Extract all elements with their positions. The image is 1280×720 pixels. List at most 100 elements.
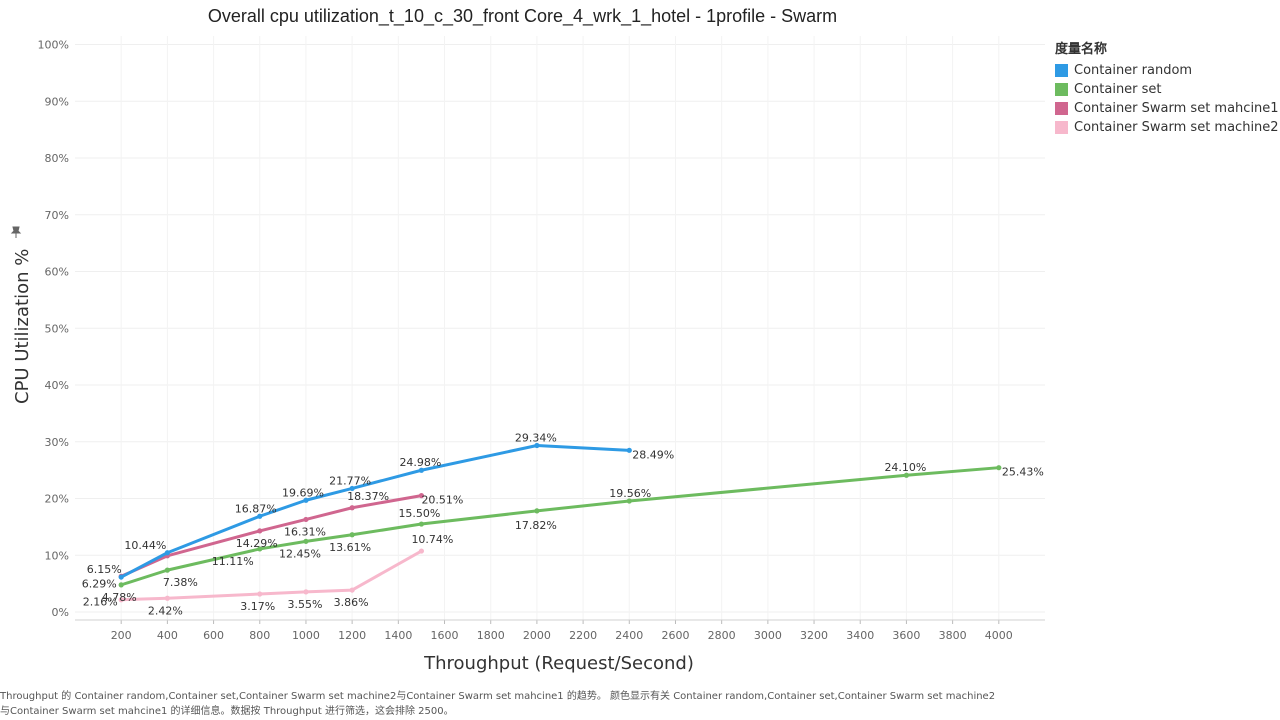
data-point[interactable] — [418, 521, 425, 527]
series-line — [119, 494, 423, 578]
data-label: 21.77% — [329, 474, 371, 487]
data-point[interactable] — [303, 589, 309, 595]
x-tick-label: 600 — [203, 629, 224, 642]
y-tick-label: 10% — [45, 549, 69, 562]
data-point[interactable] — [303, 516, 309, 523]
legend-swatch — [1055, 64, 1068, 77]
x-tick-label: 800 — [249, 629, 270, 642]
data-label: 12.45% — [279, 547, 321, 560]
data-point[interactable] — [903, 472, 910, 478]
y-tick-label: 20% — [45, 493, 69, 506]
y-tick-label: 0% — [52, 606, 69, 619]
data-point[interactable] — [534, 508, 540, 514]
data-label: 29.34% — [515, 431, 557, 444]
y-tick-label: 50% — [45, 322, 69, 335]
data-label: 25.43% — [1002, 466, 1044, 479]
data-point[interactable] — [418, 467, 425, 473]
data-point[interactable] — [349, 485, 355, 492]
y-axis-title: CPU Utilization % — [12, 249, 33, 404]
data-label: 24.98% — [399, 456, 441, 469]
x-tick-label: 3200 — [800, 629, 828, 642]
data-point[interactable] — [349, 505, 355, 511]
data-label: 2.42% — [148, 604, 183, 617]
y-tick-label: 70% — [45, 209, 69, 222]
data-point[interactable] — [418, 493, 425, 499]
x-tick-label: 2800 — [708, 629, 736, 642]
data-label: 19.56% — [609, 487, 651, 500]
x-tick-label: 1600 — [431, 629, 459, 642]
y-tick-label: 30% — [45, 436, 69, 449]
data-label: 6.29% — [82, 577, 117, 590]
data-label: 24.10% — [884, 461, 926, 474]
data-label: 4.78% — [102, 591, 137, 604]
data-label: 11.11% — [212, 555, 254, 568]
legend-item-container-random[interactable]: Container random — [1055, 61, 1277, 80]
data-label: 18.37% — [347, 490, 389, 503]
data-label: 16.31% — [284, 525, 326, 538]
legend-swatch — [1055, 102, 1068, 115]
x-axis-title: Throughput (Request/Second) — [423, 653, 694, 674]
series-line — [119, 443, 631, 579]
data-label: 20.51% — [421, 494, 463, 507]
series-line — [119, 466, 1001, 587]
data-point[interactable] — [164, 567, 170, 573]
x-tick-label: 2200 — [569, 629, 597, 642]
data-point[interactable] — [164, 595, 170, 601]
data-point[interactable] — [534, 442, 540, 449]
grid-lines — [75, 36, 1045, 620]
legend-item-container-set[interactable]: Container set — [1055, 80, 1277, 99]
series-container-set — [118, 465, 1002, 588]
x-tick-label: 3600 — [892, 629, 920, 642]
series-line — [119, 549, 423, 602]
data-point[interactable] — [164, 550, 170, 556]
data-label: 28.49% — [632, 448, 674, 461]
y-axis-title-group: CPU Utilization % — [10, 226, 33, 404]
y-tick-label: 80% — [45, 152, 69, 165]
data-label: 17.82% — [515, 519, 557, 532]
data-point[interactable] — [118, 582, 124, 588]
pin-icon[interactable] — [10, 226, 22, 238]
data-point[interactable] — [626, 447, 632, 453]
legend-item-swarm-machine1[interactable]: Container Swarm set mahcine1 — [1055, 99, 1279, 118]
x-tick-label: 1400 — [384, 629, 412, 642]
data-label: 3.17% — [240, 600, 275, 613]
legend-item-swarm-machine2[interactable]: Container Swarm set machine2 — [1055, 118, 1279, 137]
legend-swatch — [1055, 121, 1068, 134]
data-point[interactable] — [303, 538, 309, 544]
data-point[interactable] — [303, 497, 309, 503]
data-label: 6.15% — [87, 563, 122, 576]
data-point[interactable] — [349, 587, 355, 593]
data-label: 3.55% — [287, 598, 322, 611]
data-point[interactable] — [257, 528, 263, 534]
data-point[interactable] — [996, 465, 1002, 471]
data-point[interactable] — [349, 532, 355, 538]
x-tick-label: 3800 — [939, 629, 967, 642]
data-point[interactable] — [418, 548, 425, 554]
y-tick-label: 40% — [45, 379, 69, 392]
legend-label: Container random — [1074, 63, 1193, 78]
x-tick-label: 400 — [157, 629, 178, 642]
legend-label: Container Swarm set machine2 — [1074, 120, 1279, 135]
x-tick-label: 2000 — [523, 629, 551, 642]
x-tick-label: 1800 — [477, 629, 505, 642]
x-tick-label: 4000 — [985, 629, 1013, 642]
data-point[interactable] — [257, 591, 263, 597]
data-label: 3.86% — [334, 596, 369, 609]
chart-title: Overall cpu utilization_t_10_c_30_front … — [207, 6, 838, 26]
data-point[interactable] — [118, 574, 124, 580]
data-label: 19.69% — [282, 486, 324, 499]
data-label: 15.50% — [398, 507, 440, 520]
data-point[interactable] — [257, 513, 263, 519]
data-label: 16.87% — [235, 502, 277, 515]
axes: 0% 10% 20% 30% 40% 50% 60% 70% 80% 90% 100% 200 400 6… — [38, 39, 1045, 642]
x-tick-label: 2400 — [615, 629, 643, 642]
x-tick-label: 2600 — [661, 629, 689, 642]
data-point[interactable] — [257, 546, 263, 552]
legend-label: Container set — [1074, 82, 1162, 97]
data-point[interactable] — [118, 597, 124, 603]
series-container-random — [118, 442, 632, 580]
x-tick-label: 1000 — [292, 629, 320, 642]
data-point[interactable] — [626, 498, 632, 504]
line-chart: 0% 10% 20% 30% 40% 50% 60% 70% 80% 90% 100% 200 400 6… — [10, 36, 1045, 674]
x-tick-label: 3000 — [754, 629, 782, 642]
